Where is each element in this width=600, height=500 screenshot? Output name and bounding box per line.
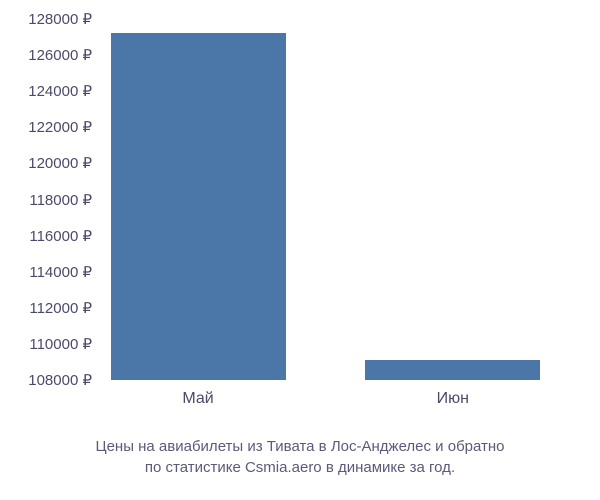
y-tick-label: 116000 ₽ <box>29 227 92 245</box>
plot-area <box>100 10 590 380</box>
caption-line-2: по статистике Csmia.aero в динамике за г… <box>145 459 455 476</box>
y-tick-label: 124000 ₽ <box>28 82 92 100</box>
price-chart: 108000 ₽ 110000 ₽ 112000 ₽ 114000 ₽ 116000 ₽… <box>0 0 600 500</box>
chart-caption: Цены на авиабилеты из Тивата в Лос-Андже… <box>0 436 600 478</box>
y-tick-label: 112000 ₽ <box>29 299 92 317</box>
y-tick-label: 120000 ₽ <box>28 154 92 172</box>
x-tick-label: Июн <box>437 390 469 408</box>
y-tick-label: 110000 ₽ <box>29 335 92 353</box>
y-tick-label: 118000 ₽ <box>29 191 92 209</box>
y-tick-label: 114000 ₽ <box>29 263 92 281</box>
y-tick-label: 122000 ₽ <box>28 118 92 136</box>
y-tick-label: 108000 ₽ <box>28 371 92 389</box>
caption-line-1: Цены на авиабилеты из Тивата в Лос-Андже… <box>95 438 504 455</box>
x-tick-label: Май <box>182 390 213 408</box>
y-tick-label: 126000 ₽ <box>28 46 92 64</box>
bar <box>365 360 540 380</box>
bar <box>111 33 286 380</box>
y-tick-label: 128000 ₽ <box>28 10 92 28</box>
